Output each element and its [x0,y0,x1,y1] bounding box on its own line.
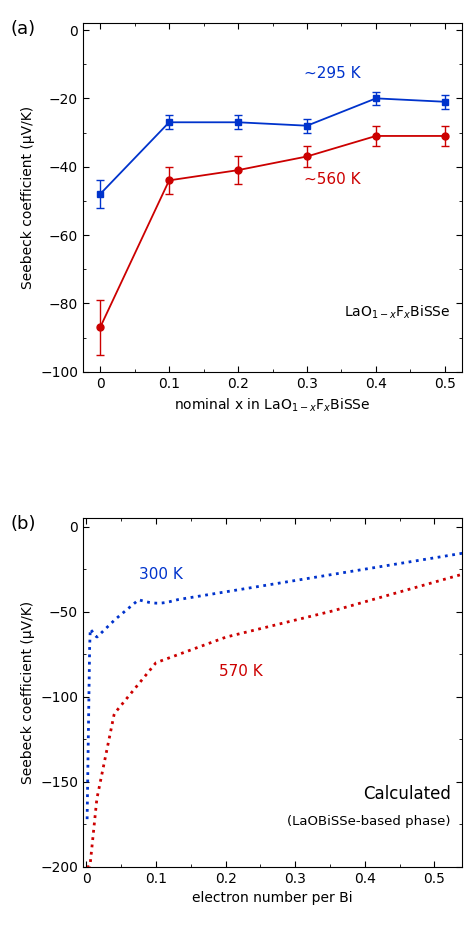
Y-axis label: Seebeck coefficient (μV/K): Seebeck coefficient (μV/K) [20,601,35,784]
Text: Calculated: Calculated [363,784,451,803]
X-axis label: electron number per Bi: electron number per Bi [192,891,353,905]
Text: ~560 K: ~560 K [303,171,360,187]
Text: ~295 K: ~295 K [303,66,360,81]
Text: (b): (b) [11,514,36,533]
Y-axis label: Seebeck coefficient (μV/K): Seebeck coefficient (μV/K) [20,106,35,289]
Text: (a): (a) [11,19,36,38]
Text: 570 K: 570 K [219,665,263,679]
Text: (LaOBiSSe-based phase): (LaOBiSSe-based phase) [287,815,451,828]
Text: 300 K: 300 K [138,567,182,582]
X-axis label: nominal x in LaO$_{1-x}$F$_x$BiSSe: nominal x in LaO$_{1-x}$F$_x$BiSSe [174,396,371,413]
Text: LaO$_{1-x}$F$_x$BiSSe: LaO$_{1-x}$F$_x$BiSSe [344,304,451,321]
